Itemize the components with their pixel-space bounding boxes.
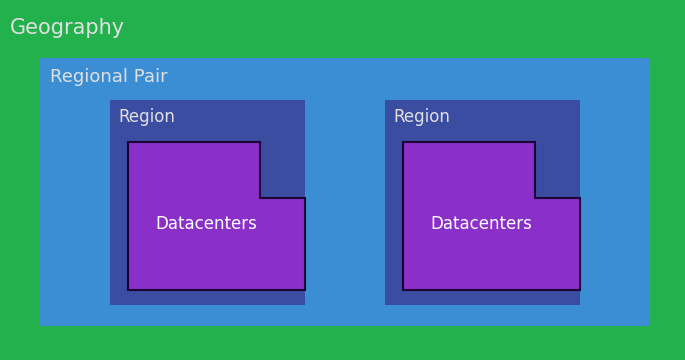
Text: Geography: Geography xyxy=(10,18,125,38)
Polygon shape xyxy=(128,142,305,290)
Text: Region: Region xyxy=(393,108,450,126)
FancyBboxPatch shape xyxy=(385,100,580,305)
Text: Regional Pair: Regional Pair xyxy=(50,68,168,86)
FancyBboxPatch shape xyxy=(40,58,650,326)
Polygon shape xyxy=(403,142,580,290)
FancyBboxPatch shape xyxy=(110,100,305,305)
Text: Region: Region xyxy=(118,108,175,126)
Text: Datacenters: Datacenters xyxy=(155,215,258,233)
Text: Datacenters: Datacenters xyxy=(431,215,532,233)
